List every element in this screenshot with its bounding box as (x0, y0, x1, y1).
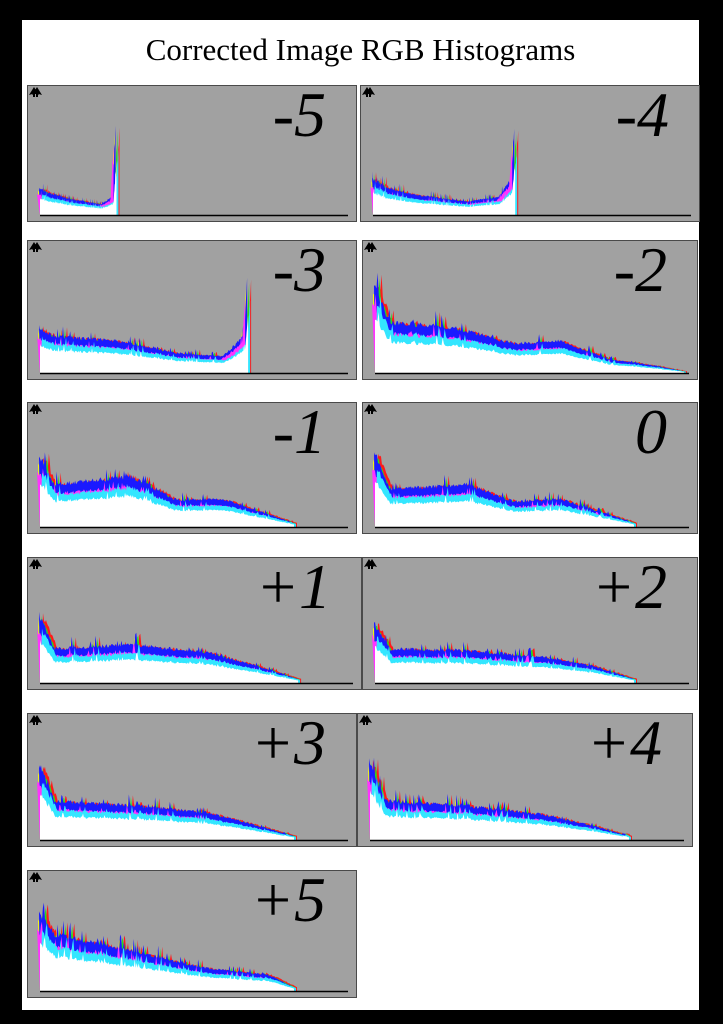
histogram-white-area (40, 639, 299, 683)
exposure-label: +3 (250, 713, 326, 778)
histogram-panel: 0 (362, 402, 698, 534)
histogram-chart (37, 611, 353, 685)
histogram-panel: +1 (27, 557, 362, 690)
highlight-clipping-warning-icon[interactable] (28, 241, 40, 253)
histogram-white-area (40, 315, 249, 373)
exposure-label: +2 (591, 557, 667, 622)
highlight-clipping-warning-icon[interactable] (358, 714, 370, 726)
exposure-label: +4 (586, 713, 662, 778)
exposure-label: -2 (613, 240, 667, 305)
exposure-label: -5 (272, 85, 326, 150)
histogram-white-area (375, 312, 684, 373)
histogram-chart (37, 125, 348, 217)
histogram-chart (372, 452, 689, 529)
exposure-label: 0 (635, 402, 667, 467)
histogram-white-area (40, 794, 294, 840)
histogram-white-area (40, 481, 294, 527)
highlight-clipping-warning-icon[interactable] (361, 86, 373, 98)
histogram-panel: -1 (27, 402, 357, 534)
histogram-panel: -3 (27, 240, 357, 380)
exposure-label: -4 (615, 85, 669, 150)
histogram-chart (37, 902, 348, 993)
histogram-panel: -2 (362, 240, 698, 380)
histogram-panel: +3 (27, 713, 357, 847)
highlight-clipping-warning-icon[interactable] (28, 403, 40, 415)
histogram-chart (370, 128, 691, 217)
highlight-clipping-warning-icon[interactable] (363, 241, 375, 253)
exposure-label: -1 (272, 402, 326, 467)
exposure-label: -3 (272, 240, 326, 305)
histogram-panel: -5 (27, 85, 357, 222)
histogram-cyan-channel (373, 149, 518, 215)
histogram-chart (367, 757, 684, 842)
histogram-panel: +4 (357, 713, 693, 847)
histogram-chart (37, 452, 348, 529)
highlight-clipping-warning-icon[interactable] (28, 86, 40, 98)
exposure-label: +1 (255, 557, 331, 622)
highlight-clipping-warning-icon[interactable] (28, 871, 40, 883)
histogram-chart (372, 272, 689, 375)
histogram-panel: +2 (362, 557, 698, 690)
histogram-panel: -4 (360, 85, 700, 222)
histogram-white-area (370, 789, 629, 840)
exposure-label: +5 (250, 870, 326, 935)
highlight-clipping-warning-icon[interactable] (28, 714, 40, 726)
histogram-white-area (40, 937, 294, 991)
histogram-white-area (40, 160, 117, 215)
highlight-clipping-warning-icon[interactable] (363, 403, 375, 415)
histogram-white-area (375, 481, 634, 527)
page-title: Corrected Image RGB Histograms (145, 32, 576, 67)
histogram-chart (37, 765, 348, 842)
histogram-white-area (375, 645, 634, 683)
highlight-clipping-warning-icon[interactable] (28, 558, 40, 570)
histogram-panel: +5 (27, 870, 357, 998)
histogram-chart (372, 622, 689, 685)
highlight-clipping-warning-icon[interactable] (363, 558, 375, 570)
histogram-white-area (373, 162, 516, 215)
histogram-chart (37, 277, 348, 375)
